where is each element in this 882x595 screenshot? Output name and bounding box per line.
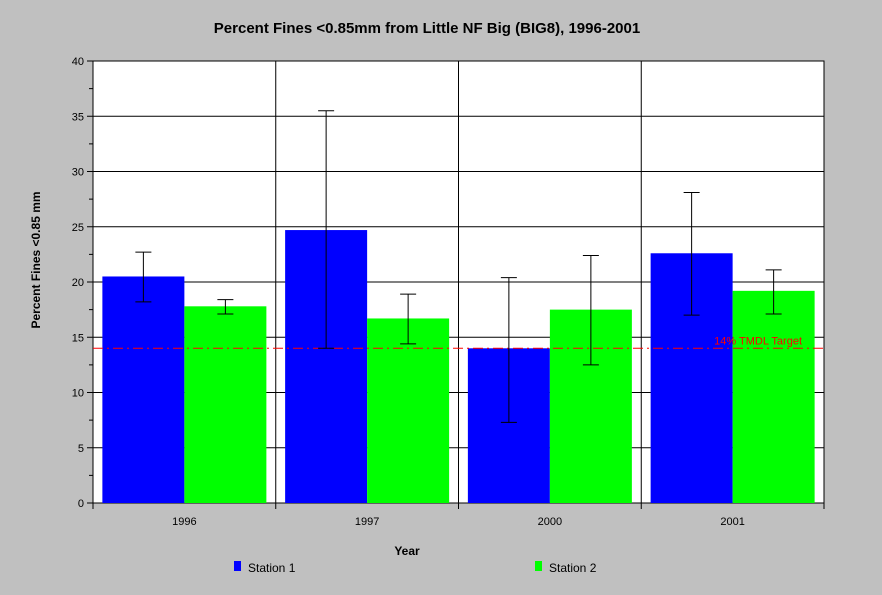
legend: Station 1 Station 2 — [234, 561, 597, 575]
x-tick-label: 1996 — [172, 516, 196, 528]
y-tick-label: 5 — [78, 443, 84, 455]
error-bars — [135, 110, 782, 423]
y-tick-label: 0 — [78, 498, 84, 510]
bar — [367, 318, 450, 503]
y-tick-label: 35 — [72, 111, 84, 123]
x-tick-label: 2000 — [538, 516, 562, 528]
y-tick-label: 30 — [72, 167, 84, 179]
y-axis: 0 5 10 15 20 25 30 35 40 — [72, 56, 93, 510]
bar — [102, 276, 185, 503]
y-axis-title: Percent Fines <0.85 mm — [29, 191, 43, 328]
legend-swatch — [234, 561, 241, 571]
chart-title: Percent Fines <0.85mm from Little NF Big… — [214, 20, 640, 37]
legend-label: Station 2 — [549, 561, 597, 575]
bar — [732, 290, 815, 503]
x-tick-label: 2001 — [720, 516, 744, 528]
y-tick-label: 10 — [72, 388, 84, 400]
y-tick-label: 15 — [72, 332, 84, 344]
y-tick-label: 25 — [72, 222, 84, 234]
y-tick-label: 20 — [72, 277, 84, 289]
x-axis-title: Year — [394, 544, 420, 558]
x-axis: 1996 1997 2000 2001 — [92, 503, 825, 528]
legend-label: Station 1 — [248, 561, 296, 575]
bar — [184, 306, 267, 503]
legend-swatch — [535, 561, 542, 571]
y-tick-label: 40 — [72, 56, 84, 68]
reference-line-group: 14% TMDL Target — [93, 335, 824, 349]
reference-line-label: 14% TMDL Target — [714, 335, 802, 347]
x-tick-label: 1997 — [355, 516, 379, 528]
